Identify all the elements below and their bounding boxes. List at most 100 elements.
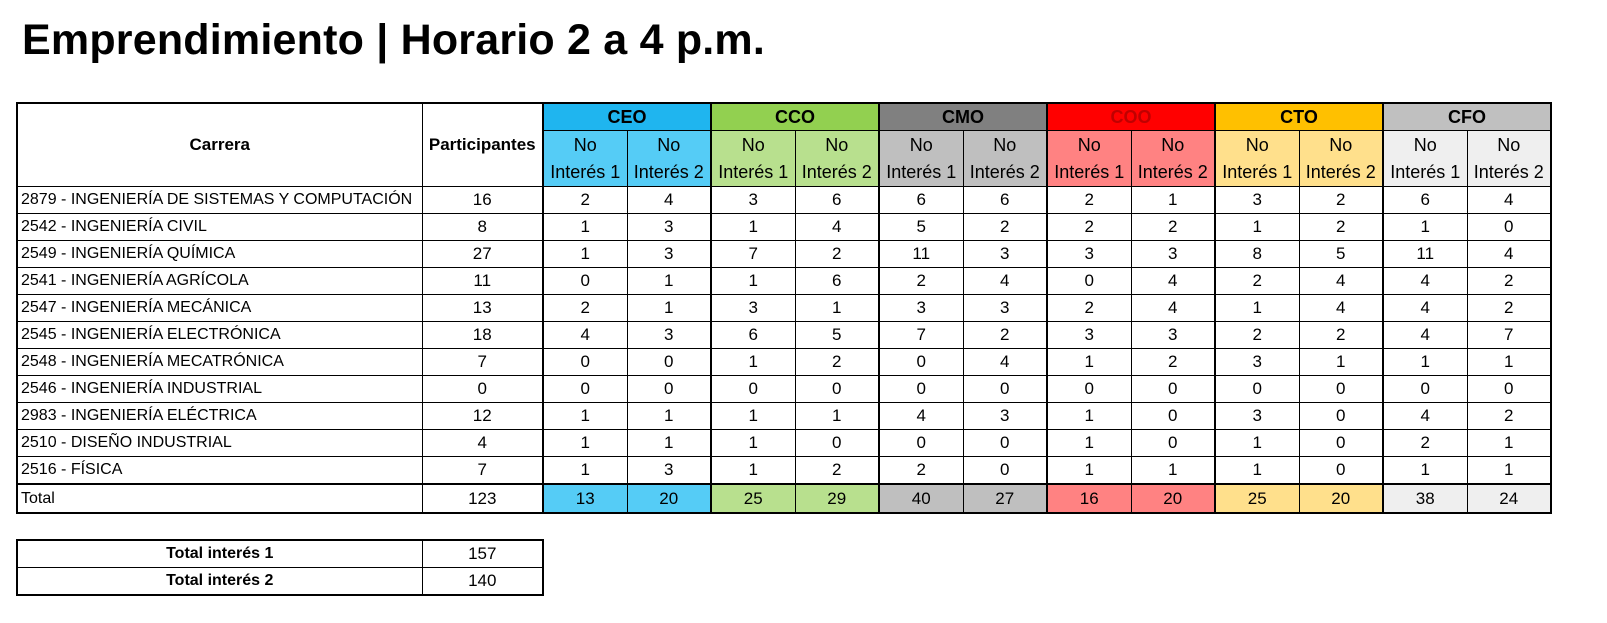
total-cell-cto-2: 20	[1298, 483, 1384, 514]
value-cell-cfo-1: 1	[1382, 213, 1468, 241]
value-cell-cco-1: 1	[710, 456, 796, 485]
value-cell-cmo-2: 2	[962, 321, 1048, 349]
table-row: 2541 - INGENIERÍA AGRÍCOLA 11 0 1 1 6 2 4 0 4 2 4 4 2	[16, 267, 1552, 295]
value-cell-cfo-1: 4	[1382, 267, 1468, 295]
value-cell-ceo-1: 1	[542, 402, 628, 430]
value-cell-cco-2: 5	[794, 321, 880, 349]
value-cell-coo-1: 2	[1046, 186, 1132, 214]
total-cell-cco-1: 25	[710, 483, 796, 514]
value-cell-cco-2: 2	[794, 456, 880, 485]
value-cell-coo-2: 4	[1130, 294, 1216, 322]
value-cell-cmo-2: 2	[962, 213, 1048, 241]
value-cell-cto-1: 2	[1214, 321, 1300, 349]
header-sub-line2: Interés 1	[718, 161, 789, 182]
value-cell-ceo-1: 0	[542, 348, 628, 376]
value-cell-cco-1: 3	[710, 186, 796, 214]
header-cco-no-interes-2: No Interés 2	[794, 130, 880, 187]
header-sub-line1: No	[1497, 134, 1521, 155]
header-cco-no-interes-1: No Interés 1	[710, 130, 796, 187]
value-cell-cto-1: 3	[1214, 402, 1300, 430]
value-cell-cto-2: 0	[1298, 375, 1384, 403]
value-cell-ceo-1: 0	[542, 375, 628, 403]
total-cell-cco-2: 29	[794, 483, 880, 514]
value-cell-cto-2: 4	[1298, 267, 1384, 295]
value-cell-cfo-2: 0	[1466, 375, 1552, 403]
value-cell-cfo-1: 4	[1382, 402, 1468, 430]
participantes-cell: 7	[421, 456, 544, 485]
participantes-cell: 18	[421, 321, 544, 349]
header-row-sub: No Interés 1 No Interés 2 No Interés 1 No Inter…	[17, 130, 1552, 187]
header-sub-line1: No	[1245, 134, 1269, 155]
value-cell-coo-1: 1	[1046, 402, 1132, 430]
total-label: Total	[16, 483, 423, 514]
value-cell-cfo-1: 6	[1382, 186, 1468, 214]
value-cell-cco-2: 4	[794, 213, 880, 241]
total-cell-cmo-2: 27	[962, 483, 1048, 514]
participantes-cell: 8	[421, 213, 544, 241]
value-cell-cfo-1: 2	[1382, 429, 1468, 457]
value-cell-cto-2: 5	[1298, 240, 1384, 268]
carrera-cell: 2545 - INGENIERÍA ELECTRÓNICA	[16, 321, 423, 349]
header-ceo-no-interes-2: No Interés 2	[626, 130, 712, 187]
value-cell-cto-1: 1	[1214, 429, 1300, 457]
value-cell-coo-2: 0	[1130, 402, 1216, 430]
participantes-cell: 0	[421, 375, 544, 403]
value-cell-cfo-2: 2	[1466, 402, 1552, 430]
header-cto-no-interes-1: No Interés 1	[1214, 130, 1300, 187]
value-cell-cmo-2: 0	[962, 456, 1048, 485]
carrera-cell: 2548 - INGENIERÍA MECATRÓNICA	[16, 348, 423, 376]
total-cell-coo-1: 16	[1046, 483, 1132, 514]
value-cell-cmo-1: 0	[878, 375, 964, 403]
header-group-coo: COO	[1046, 102, 1216, 131]
participantes-cell: 16	[421, 186, 544, 214]
participantes-cell: 7	[421, 348, 544, 376]
participants-table: Carrera Participantes CEO CCO CMO COO CTO CFO No…	[16, 102, 1552, 514]
value-cell-cco-1: 1	[710, 213, 796, 241]
value-cell-coo-1: 0	[1046, 267, 1132, 295]
header-sub-line1: No	[1077, 134, 1101, 155]
table-row: 2547 - INGENIERÍA MECÁNICA 13 2 1 3 1 3 3 2 4 1 4 4 2	[16, 294, 1552, 322]
total-cell-cto-1: 25	[1214, 483, 1300, 514]
table-row: 2879 - INGENIERÍA DE SISTEMAS Y COMPUTAC…	[16, 186, 1552, 214]
participantes-cell: 4	[421, 429, 544, 457]
value-cell-cto-2: 1	[1298, 348, 1384, 376]
total-cell-cmo-1: 40	[878, 483, 964, 514]
value-cell-cto-1: 3	[1214, 348, 1300, 376]
participantes-cell: 27	[421, 240, 544, 268]
carrera-cell: 2547 - INGENIERÍA MECÁNICA	[16, 294, 423, 322]
summary-value: 157	[421, 539, 544, 568]
value-cell-cto-1: 0	[1214, 375, 1300, 403]
value-cell-cmo-1: 2	[878, 456, 964, 485]
header-carrera: Carrera	[16, 102, 423, 187]
value-cell-coo-1: 3	[1046, 240, 1132, 268]
value-cell-ceo-1: 2	[542, 294, 628, 322]
value-cell-cfo-1: 1	[1382, 456, 1468, 485]
value-cell-cfo-1: 11	[1382, 240, 1468, 268]
header-sub-line2: Interés 1	[550, 161, 621, 182]
value-cell-cto-1: 8	[1214, 240, 1300, 268]
value-cell-cco-1: 0	[710, 375, 796, 403]
header-cto-no-interes-2: No Interés 2	[1298, 130, 1384, 187]
value-cell-cfo-2: 0	[1466, 213, 1552, 241]
value-cell-cto-2: 2	[1298, 321, 1384, 349]
value-cell-coo-1: 1	[1046, 348, 1132, 376]
value-cell-ceo-2: 3	[626, 321, 712, 349]
carrera-cell: 2549 - INGENIERÍA QUÍMICA	[16, 240, 423, 268]
total-cell-cfo-1: 38	[1382, 483, 1468, 514]
header-sub-line1: No	[1161, 134, 1185, 155]
value-cell-cmo-1: 7	[878, 321, 964, 349]
header-group-cto: CTO	[1214, 102, 1384, 131]
value-cell-cco-2: 0	[794, 375, 880, 403]
value-cell-cco-1: 6	[710, 321, 796, 349]
value-cell-ceo-1: 1	[542, 429, 628, 457]
value-cell-cfo-2: 1	[1466, 456, 1552, 485]
value-cell-ceo-2: 1	[626, 267, 712, 295]
value-cell-cfo-2: 2	[1466, 294, 1552, 322]
value-cell-cfo-1: 4	[1382, 321, 1468, 349]
interest-totals-table: Total interés 1 157 Total interés 2 140	[16, 539, 544, 596]
value-cell-cmo-1: 2	[878, 267, 964, 295]
value-cell-ceo-2: 0	[626, 375, 712, 403]
value-cell-cfo-2: 2	[1466, 267, 1552, 295]
total-participantes: 123	[421, 483, 544, 514]
value-cell-cco-1: 7	[710, 240, 796, 268]
